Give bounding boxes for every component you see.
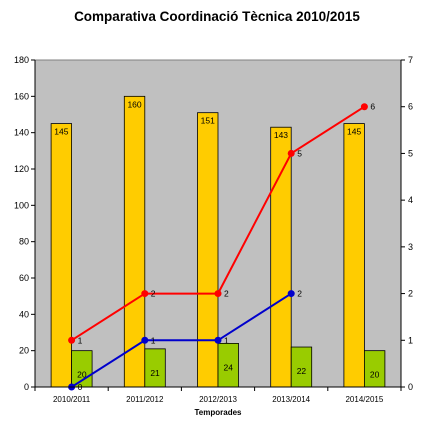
line-point xyxy=(214,336,222,344)
bar-data-label: 20 xyxy=(77,370,87,380)
y-tick-label: 80 xyxy=(19,237,29,247)
chart-title: Comparativa Coordinació Tècnica 2010/201… xyxy=(74,9,360,24)
line-point xyxy=(141,290,149,298)
line-data-label: 2 xyxy=(297,289,302,299)
bar-data-label: 24 xyxy=(224,362,234,372)
series-line xyxy=(71,292,292,388)
line-data-label: 1 xyxy=(151,335,156,345)
y2-tick-label: 1 xyxy=(408,335,413,345)
x-tick-label: 2012/2013 xyxy=(199,395,237,404)
bar-data-label: 151 xyxy=(201,116,215,126)
bar xyxy=(343,123,365,388)
line-data-label: 1 xyxy=(78,335,83,345)
bar-data-label: 20 xyxy=(370,370,380,380)
line-point xyxy=(141,336,149,344)
y2-tick-label: 0 xyxy=(408,382,413,392)
line-point xyxy=(214,290,222,298)
x-axis-label: Temporades xyxy=(195,408,243,417)
y-tick-label: 20 xyxy=(19,346,29,356)
bar-data-label: 145 xyxy=(54,127,68,137)
axes: 020406080100120140160180012345672010/201… xyxy=(14,55,413,404)
bar xyxy=(197,112,219,388)
y-tick-label: 100 xyxy=(14,200,29,210)
line-point xyxy=(68,336,76,344)
y-tick-label: 0 xyxy=(24,382,29,392)
y2-tick-label: 4 xyxy=(408,195,413,205)
line-point xyxy=(287,149,295,157)
line-data-label: 5 xyxy=(297,148,302,158)
y2-tick-label: 2 xyxy=(408,289,413,299)
bar-data-label: 21 xyxy=(150,368,160,378)
bar-data-label: 160 xyxy=(127,99,141,109)
x-tick-label: 2014/2015 xyxy=(345,395,383,404)
line-data-label: 6 xyxy=(370,102,375,112)
y-tick-label: 180 xyxy=(14,55,29,65)
y2-tick-label: 3 xyxy=(408,242,413,252)
x-tick-label: 2013/2014 xyxy=(272,395,310,404)
bar xyxy=(50,123,72,388)
bar-data-label: 145 xyxy=(347,127,361,137)
y-tick-label: 60 xyxy=(19,273,29,283)
line-data-label: 2 xyxy=(151,289,156,299)
y-tick-label: 160 xyxy=(14,91,29,101)
y2-tick-label: 6 xyxy=(408,102,413,112)
line-data-label: 2 xyxy=(224,289,229,299)
line-data-label: 1 xyxy=(224,335,229,345)
bar-data-label: 143 xyxy=(274,130,288,140)
line-point xyxy=(360,103,368,111)
bar-data-label: 22 xyxy=(297,366,307,376)
line-point xyxy=(287,290,295,298)
bar xyxy=(270,126,292,388)
y2-tick-label: 7 xyxy=(408,55,413,65)
y-tick-label: 140 xyxy=(14,128,29,138)
y2-tick-label: 5 xyxy=(408,148,413,158)
y-tick-label: 120 xyxy=(14,164,29,174)
x-tick-label: 2010/2011 xyxy=(53,395,91,404)
x-tick-label: 2011/2012 xyxy=(126,395,164,404)
y-tick-label: 40 xyxy=(19,309,29,319)
